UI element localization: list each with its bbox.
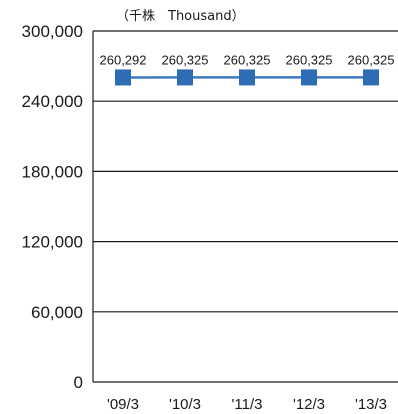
x-tick-label-0: '09/3 bbox=[107, 396, 139, 413]
y-tick-label-5: 300,000 bbox=[22, 22, 83, 41]
data-point-0 bbox=[115, 69, 131, 86]
data-point-2 bbox=[239, 69, 255, 86]
data-point-1 bbox=[177, 69, 193, 86]
data-label-4: 260,325 bbox=[348, 52, 395, 67]
y-tick-label-4: 240,000 bbox=[22, 92, 83, 111]
x-tick-labels: '09/3 '10/3 '11/3 '12/3 '13/3 bbox=[107, 396, 387, 413]
data-label-1: 260,325 bbox=[162, 52, 209, 67]
data-label-0: 260,292 bbox=[100, 52, 147, 67]
y-tick-label-0: 0 bbox=[74, 373, 83, 392]
y-tick-label-1: 60,000 bbox=[31, 303, 83, 322]
y-tick-label-2: 120,000 bbox=[22, 233, 83, 252]
data-point-3 bbox=[301, 69, 317, 86]
series-holdings: 260,292 260,325 260,325 260,325 260,325 bbox=[100, 52, 395, 86]
x-tick-label-3: '12/3 bbox=[293, 396, 325, 413]
data-label-2: 260,325 bbox=[224, 52, 271, 67]
x-tick-label-2: '11/3 bbox=[232, 396, 263, 413]
gridlines bbox=[93, 30, 398, 383]
data-point-4 bbox=[363, 69, 379, 86]
unit-label: （千株 Thousand） bbox=[116, 9, 245, 24]
y-tick-labels: 0 60,000 120,000 180,000 240,000 300,000 bbox=[22, 22, 83, 392]
x-tick-label-1: '10/3 bbox=[169, 396, 201, 413]
data-label-3: 260,325 bbox=[286, 52, 333, 67]
y-tick-label-3: 180,000 bbox=[22, 162, 83, 181]
x-tick-label-4: '13/3 bbox=[355, 396, 387, 413]
